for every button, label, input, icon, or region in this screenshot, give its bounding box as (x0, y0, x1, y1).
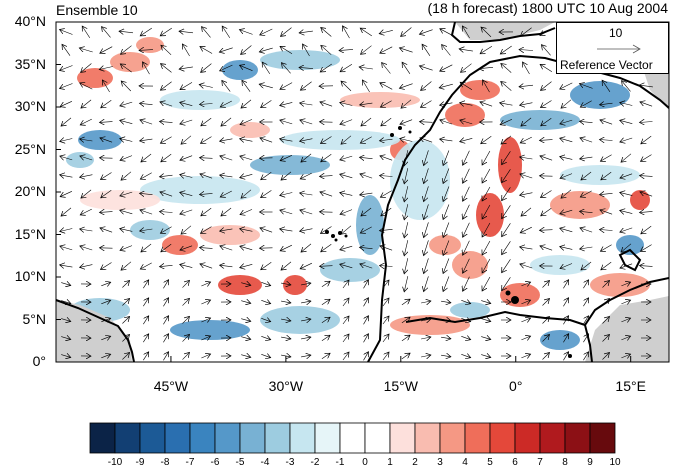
axis-ticks (56, 21, 632, 363)
colorbar-label: 10 (609, 457, 621, 468)
colorbar-label: -4 (260, 457, 270, 468)
lat-tick-label: 40°N (14, 13, 46, 29)
colorbar-swatch (439, 422, 466, 454)
coastlines (56, 22, 669, 362)
lat-tick-label: 25°N (14, 140, 46, 157)
colorbar-label: 2 (412, 457, 418, 468)
colorbar-label: -5 (235, 457, 245, 468)
colorbar-swatch (114, 422, 141, 454)
reference-vector-label: Reference Vector (560, 58, 653, 72)
reference-vector-magnitude: 10 (609, 26, 623, 40)
colorbar-swatch (414, 422, 441, 454)
lat-tick-label: 20°N (14, 183, 46, 199)
colorbar-label: 9 (587, 457, 593, 468)
colorbar-label: 4 (462, 457, 468, 468)
colorbar-label: -2 (310, 457, 320, 468)
lon-tick-label: 30°W (268, 378, 304, 394)
colorbar-swatch (89, 422, 116, 454)
reference-vector-box: 10 Reference Vector (556, 22, 669, 74)
lat-tick-label: 15°N (14, 225, 46, 242)
colorbar-label: -10 (107, 457, 123, 468)
islands (325, 126, 572, 358)
colorbar-label: 3 (437, 457, 443, 468)
lat-tick-label: 30°N (14, 98, 46, 114)
colorbar-swatch (189, 422, 216, 454)
colorbar-label: 8 (562, 457, 568, 468)
colorbar (89, 422, 616, 454)
colorbar-label: 1 (387, 457, 393, 468)
lon-tick-label: 0° (509, 378, 523, 394)
colorbar-swatch (589, 422, 616, 454)
plot-title-left: Ensemble 10 (56, 2, 138, 18)
colorbar-swatch (214, 422, 241, 454)
colorbar-label: 6 (512, 457, 518, 468)
colorbar-label: -7 (185, 457, 195, 468)
lat-tick-label: 0° (32, 353, 46, 369)
colorbar-label: -1 (335, 457, 345, 468)
colorbar-label: 7 (537, 457, 543, 468)
colorbar-swatch (389, 422, 416, 454)
lat-tick-label: 10°N (14, 268, 46, 284)
lon-tick-label: 15°W (383, 378, 418, 394)
colorbar-swatch (164, 422, 191, 454)
colorbar-swatch (514, 422, 541, 454)
lon-tick-label: 15°E (615, 378, 646, 394)
wind-vectors (60, 26, 653, 361)
colorbar-label: -8 (160, 457, 170, 468)
colorbar-swatch (239, 422, 266, 454)
colorbar-swatch (339, 422, 366, 454)
colorbar-swatch (539, 422, 566, 454)
reference-arrow-icon (597, 44, 641, 54)
colorbar-label: 5 (487, 457, 493, 468)
colorbar-swatch (364, 422, 391, 454)
plot-title-right: (18 h forecast) 1800 UTC 10 Aug 2004 (427, 0, 668, 16)
lon-tick-label: 45°W (153, 378, 189, 394)
colorbar-label: -3 (285, 457, 295, 468)
colorbar-label: -9 (135, 457, 145, 468)
colorbar-swatch (564, 422, 591, 454)
colorbar-swatch (464, 422, 491, 454)
colorbar-swatch (139, 422, 166, 454)
lat-tick-label: 35°N (14, 55, 46, 72)
colorbar-label: 0 (362, 457, 368, 468)
colorbar-swatch (264, 422, 291, 454)
colorbar-label: -6 (210, 457, 220, 468)
colorbar-swatch (489, 422, 516, 454)
lat-tick-label: 5°N (22, 310, 47, 327)
colorbar-swatch (289, 422, 316, 454)
colorbar-swatch (314, 422, 341, 454)
